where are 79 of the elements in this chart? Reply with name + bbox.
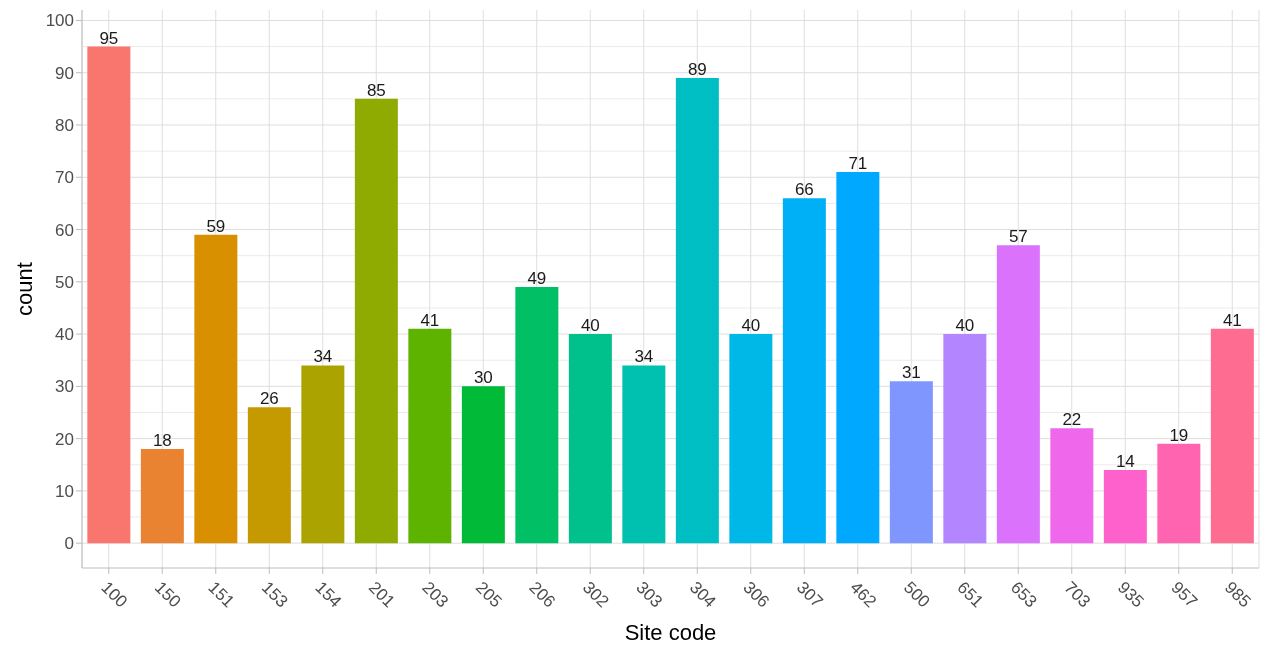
x-tick-label: 500: [899, 577, 934, 612]
y-tick-label: 90: [55, 63, 74, 83]
bar: [408, 328, 452, 544]
data-label: 31: [901, 363, 921, 383]
data-label: 71: [848, 154, 868, 174]
bar: [301, 365, 345, 544]
x-tick-label: 153: [257, 577, 292, 612]
data-label: 26: [259, 389, 279, 409]
bar: [943, 334, 987, 544]
x-tick-label: 957: [1167, 577, 1201, 612]
y-tick-label: 0: [64, 534, 74, 554]
bar: [568, 334, 612, 544]
bar: [354, 98, 398, 544]
bar: [622, 365, 666, 544]
data-label: 19: [1169, 425, 1189, 445]
x-tick-label: 100: [97, 577, 131, 612]
y-tick-label: 20: [55, 429, 74, 449]
data-label: 95: [99, 28, 119, 48]
bar: [1210, 328, 1254, 544]
data-label: 18: [152, 431, 172, 451]
data-label: 40: [580, 316, 600, 336]
y-tick-label: 80: [55, 116, 74, 136]
data-label: 40: [741, 316, 761, 336]
y-tick-label: 30: [55, 377, 74, 397]
bar: [194, 234, 238, 544]
bar: [461, 386, 505, 544]
y-tick-label: 60: [55, 220, 74, 240]
data-label: 41: [1222, 310, 1242, 330]
bar: [729, 334, 773, 544]
x-tick-label: 306: [739, 577, 773, 612]
x-tick-label: 935: [1113, 577, 1148, 612]
y-tick-label: 40: [55, 325, 74, 345]
x-axis-title: Site code: [624, 620, 717, 645]
data-label: 22: [1062, 410, 1082, 430]
bar: [889, 381, 933, 544]
y-axis-title: count: [11, 262, 37, 316]
data-label: 85: [366, 80, 386, 100]
x-tick-label: 203: [418, 577, 452, 612]
x-tick-label: 985: [1220, 577, 1255, 612]
x-tick-label: 462: [846, 577, 880, 612]
bar: [515, 287, 559, 544]
x-tick-label: 651: [953, 577, 987, 612]
x-tick-label: 201: [364, 577, 399, 612]
data-label: 34: [634, 347, 654, 367]
x-tick-label: 303: [632, 577, 666, 612]
y-tick-label: 10: [55, 481, 74, 501]
x-tick-label: 154: [311, 577, 345, 612]
x-tick-label: 151: [204, 577, 238, 612]
data-label: 57: [1008, 227, 1028, 247]
y-tick-label: 100: [45, 11, 74, 31]
data-label: 41: [420, 310, 440, 330]
x-tick-label: 206: [525, 577, 559, 612]
x-tick-label: 703: [1060, 577, 1094, 612]
bar: [836, 172, 880, 544]
x-tick-label: 205: [471, 577, 506, 612]
data-label: 14: [1115, 451, 1135, 471]
data-label: 34: [313, 347, 333, 367]
x-tick-label: 653: [1006, 577, 1041, 612]
bar: [140, 449, 184, 544]
y-tick-label: 50: [55, 272, 74, 292]
x-tick-label: 150: [150, 577, 185, 612]
data-label: 49: [527, 269, 547, 289]
bar: [1157, 443, 1201, 544]
data-label: 30: [473, 368, 493, 388]
x-tick-label: 302: [578, 577, 613, 612]
data-label: 66: [794, 180, 814, 200]
data-label: 59: [206, 216, 226, 236]
x-tick-label: 304: [685, 577, 720, 612]
x-tick-label: 307: [792, 577, 827, 612]
bar: [1103, 469, 1147, 544]
y-tick-label: 70: [55, 168, 74, 188]
bar: [782, 198, 826, 544]
bar: [675, 77, 719, 544]
bar: [1050, 428, 1094, 544]
bar: [996, 245, 1040, 544]
data-label: 89: [687, 59, 707, 79]
bar: [87, 46, 131, 544]
data-label: 40: [955, 316, 975, 336]
bar: [247, 407, 291, 544]
